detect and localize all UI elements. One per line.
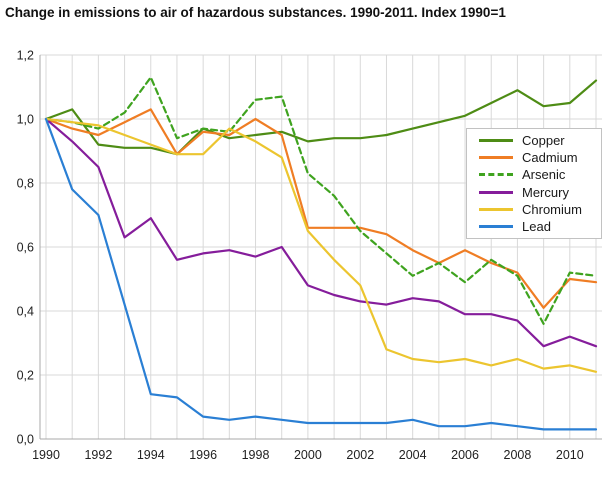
- x-axis-label: 2006: [451, 448, 479, 462]
- x-axis-label: 1996: [189, 448, 217, 462]
- x-axis-label: 1990: [32, 448, 60, 462]
- legend-item-chromium: Chromium: [479, 201, 601, 217]
- legend-item-lead: Lead: [479, 219, 601, 235]
- legend-swatch-chromium-icon: [479, 207, 513, 211]
- y-axis-label: 0,0: [17, 433, 34, 447]
- legend: Copper Cadmium Arsenic Mercury Chromium …: [466, 128, 602, 239]
- x-axis-label: 2008: [504, 448, 532, 462]
- legend-swatch-lead-icon: [479, 225, 513, 229]
- legend-label-lead: Lead: [522, 219, 551, 235]
- legend-swatch-cadmium-icon: [479, 156, 513, 160]
- legend-label-copper: Copper: [522, 132, 565, 148]
- x-axis-label: 2000: [294, 448, 322, 462]
- legend-label-cadmium: Cadmium: [522, 150, 578, 166]
- x-axis-label: 2002: [346, 448, 374, 462]
- legend-item-cadmium: Cadmium: [479, 150, 601, 166]
- series-line-chromium: [44, 117, 598, 373]
- legend-label-chromium: Chromium: [522, 201, 582, 217]
- x-axis-label: 1998: [242, 448, 270, 462]
- legend-item-copper: Copper: [479, 132, 601, 148]
- series-line-mercury: [44, 117, 598, 348]
- legend-swatch-mercury-icon: [479, 190, 513, 194]
- x-axis-label: 1992: [84, 448, 112, 462]
- series-line-copper: [44, 79, 598, 156]
- x-axis-label: 2004: [399, 448, 427, 462]
- legend-item-arsenic: Arsenic: [479, 167, 601, 183]
- y-axis-label: 0,4: [17, 305, 34, 319]
- chart-title: Change in emissions to air of hazardous …: [5, 5, 506, 20]
- series-line-arsenic: [44, 76, 598, 325]
- x-axis-label: 1994: [137, 448, 165, 462]
- legend-swatch-arsenic-icon: [479, 173, 513, 177]
- y-axis-label: 0,6: [17, 241, 34, 255]
- legend-swatch-copper-icon: [479, 138, 513, 142]
- y-axis-label: 0,2: [17, 369, 34, 383]
- y-axis-label: 1,2: [17, 49, 34, 63]
- legend-item-mercury: Mercury: [479, 184, 601, 200]
- x-axis-label: 2010: [556, 448, 584, 462]
- legend-label-mercury: Mercury: [522, 184, 569, 200]
- y-axis-label: 0,8: [17, 177, 34, 191]
- legend-label-arsenic: Arsenic: [522, 167, 566, 183]
- series-line-lead: [44, 117, 598, 431]
- y-axis-label: 1,0: [17, 113, 34, 127]
